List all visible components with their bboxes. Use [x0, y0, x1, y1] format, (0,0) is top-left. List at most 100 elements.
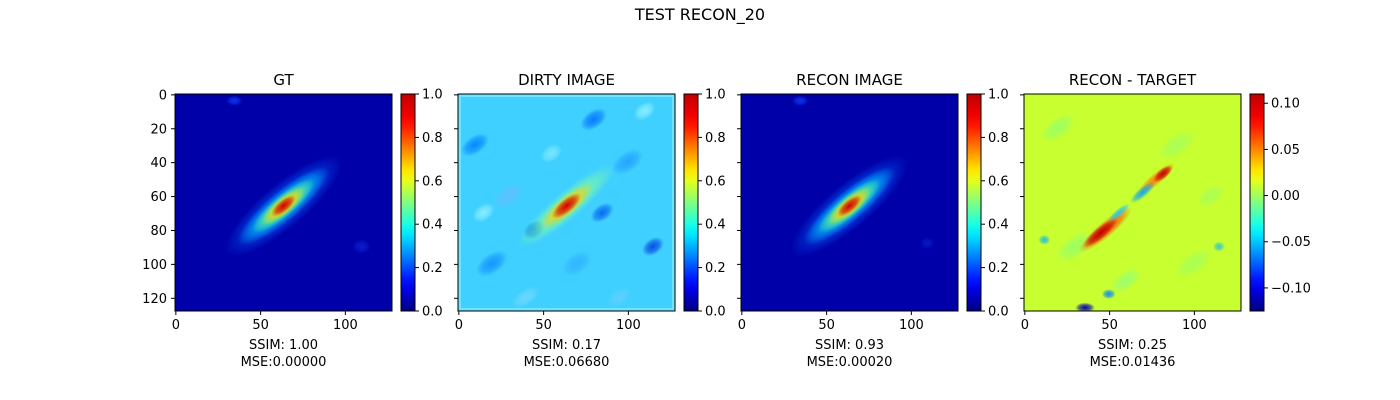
- negative-residual: [1107, 203, 1130, 223]
- speckle: [476, 250, 508, 277]
- x-tick-label: 50: [535, 318, 552, 333]
- heatmap-image: [175, 94, 392, 311]
- colorbar: [966, 93, 982, 312]
- panel-title: RECON - TARGET: [1069, 71, 1197, 89]
- colorbar: [1249, 93, 1265, 312]
- colorbar-tick-label: 0.4: [705, 218, 726, 233]
- artifact: [226, 95, 243, 106]
- core: [837, 195, 862, 217]
- mse-label: MSE:0.06680: [524, 355, 610, 370]
- x-tick-label: 100: [899, 318, 924, 333]
- x-tick-label: 100: [616, 318, 641, 333]
- residual: [1174, 248, 1213, 280]
- speckle: [606, 287, 632, 308]
- colorbar-tick-label: −0.10: [1271, 281, 1311, 296]
- speckle: [540, 143, 563, 163]
- colorbar-tick-label: 0.4: [988, 218, 1009, 233]
- y-tick-label: 100: [142, 258, 167, 273]
- ssim-label: SSIM: 1.00: [249, 338, 318, 353]
- negative-residual: [1075, 302, 1096, 311]
- positive-residual-core: [1153, 165, 1173, 183]
- panel-title: GT: [273, 71, 294, 89]
- x-tick-label: 100: [1182, 318, 1207, 333]
- core: [551, 193, 582, 219]
- artifact: [352, 239, 371, 254]
- speckle: [590, 202, 614, 223]
- y-tick-label: 80: [150, 224, 167, 239]
- ssim-label: SSIM: 0.25: [1098, 338, 1167, 353]
- panel-2: DIRTY IMAGE 0 50 100 SSIM: 0.17 MSE:0.06680 0.…: [454, 71, 726, 370]
- heatmap-image: [1024, 94, 1241, 311]
- residual: [1055, 231, 1094, 263]
- y-tick-label: 120: [142, 292, 167, 307]
- colorbar-tick-label: 0.2: [705, 261, 726, 276]
- colorbar-tick-label: 0.0: [422, 305, 443, 320]
- colorbar-tick-label: 0.6: [705, 174, 726, 189]
- colorbar-tick-label: 0.2: [988, 261, 1009, 276]
- image-frame: [457, 93, 676, 312]
- colorbar-tick-label: 0.4: [422, 218, 443, 233]
- x-tick-label: 50: [818, 318, 835, 333]
- panel-4: RECON - TARGET 0 50 100 SSIM: 0.25 MSE:0.0143…: [1020, 71, 1311, 370]
- residual: [1157, 129, 1196, 161]
- panel-1: GT 0 50 100 0 20 40 60 80 100 120 SSIM: 1.00 MSE:0.0…: [142, 71, 443, 370]
- y-tick-label: 60: [150, 190, 167, 205]
- x-tick-label: 50: [1101, 318, 1118, 333]
- negative-residual: [1038, 234, 1051, 245]
- colorbar-tick-label: 0.8: [988, 131, 1009, 146]
- heatmap-image: [458, 94, 675, 311]
- ssim-label: SSIM: 0.17: [532, 338, 601, 353]
- x-tick-label: 0: [455, 318, 463, 333]
- negative-residual: [1212, 241, 1225, 252]
- y-tick-label: 20: [150, 122, 167, 137]
- artifact: [792, 95, 809, 106]
- mse-label: MSE:0.00020: [807, 355, 893, 370]
- colorbar-tick-label: 0.8: [422, 131, 443, 146]
- panel-title: DIRTY IMAGE: [518, 71, 615, 89]
- residual: [1110, 267, 1142, 294]
- speckle: [561, 250, 592, 277]
- colorbar: [683, 93, 699, 312]
- speckle: [511, 286, 540, 309]
- speckle: [472, 203, 495, 223]
- image-frame: [1023, 93, 1242, 312]
- colorbar-tick-label: 0.10: [1271, 97, 1300, 112]
- heatmap-image: [741, 94, 958, 311]
- colorbar: [400, 93, 416, 312]
- colorbar-tick-label: 0.05: [1271, 143, 1300, 158]
- x-tick-label: 0: [1021, 318, 1029, 333]
- panel-title: RECON IMAGE: [796, 71, 903, 89]
- y-tick-label: 40: [150, 156, 167, 171]
- ssim-label: SSIM: 0.93: [815, 338, 884, 353]
- residual: [1040, 113, 1076, 143]
- x-tick-label: 50: [252, 318, 269, 333]
- colorbar-tick-label: 1.0: [422, 88, 443, 103]
- image-frame: [740, 93, 959, 312]
- negative-residual: [1130, 181, 1156, 204]
- colorbar-tick-label: 0.0: [988, 305, 1009, 320]
- y-tick-label: 0: [159, 88, 167, 103]
- x-tick-label: 0: [738, 318, 746, 333]
- positive-residual-core: [1083, 218, 1118, 248]
- image-frame: [174, 93, 393, 312]
- colorbar-tick-label: 0.6: [422, 174, 443, 189]
- artifact: [920, 237, 935, 250]
- colorbar-tick-label: 0.8: [705, 131, 726, 146]
- colorbar-tick-label: 0.0: [705, 305, 726, 320]
- x-tick-label: 0: [172, 318, 180, 333]
- residual: [1196, 183, 1225, 208]
- speckle: [460, 133, 490, 157]
- speckle: [580, 108, 607, 131]
- core: [271, 195, 296, 217]
- panel-3: RECON IMAGE 0 50 100 SSIM: 0.93 MSE:0.00020 0.…: [737, 71, 1009, 370]
- colorbar-tick-label: 0.6: [988, 174, 1009, 189]
- colorbar-tick-label: 1.0: [705, 88, 726, 103]
- colorbar-tick-label: 1.0: [988, 88, 1009, 103]
- colorbar-tick-label: 0.2: [422, 261, 443, 276]
- speckle: [493, 182, 525, 209]
- speckle: [642, 237, 664, 257]
- speckle: [633, 101, 656, 121]
- colorbar-tick-label: 0.00: [1271, 189, 1300, 204]
- mse-label: MSE:0.00000: [241, 355, 327, 370]
